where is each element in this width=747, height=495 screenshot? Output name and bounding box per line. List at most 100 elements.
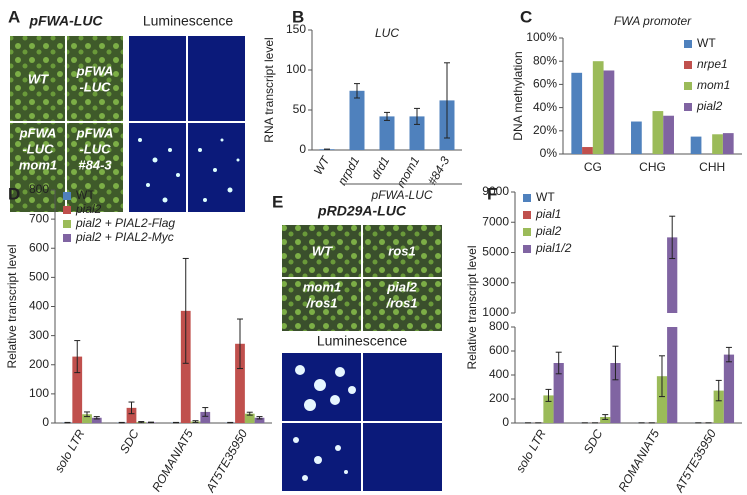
- y-tick-label: 300: [29, 328, 49, 342]
- legend-swatch: [523, 211, 531, 219]
- y-tick-label: 0: [299, 142, 306, 156]
- photo-label: pFWA: [76, 125, 114, 140]
- y-tick-label: 9000: [482, 184, 509, 198]
- legend-swatch: [684, 103, 692, 111]
- legend-swatch: [523, 194, 531, 202]
- bar: [571, 72, 583, 154]
- group-label: pFWA-LUC: [370, 188, 432, 202]
- luminescence-spots: [293, 365, 356, 481]
- bar: [603, 70, 615, 154]
- error-bar: [128, 401, 135, 415]
- legend-label: WT: [536, 190, 555, 204]
- x-tick-label: WT: [311, 153, 333, 178]
- error-bar: [74, 340, 81, 374]
- panel-letter: D: [8, 184, 20, 203]
- legend-swatch: [523, 228, 531, 236]
- panel-letter: B: [292, 7, 304, 26]
- y-axis-label: DNA methylation: [511, 51, 525, 140]
- bar: [600, 417, 611, 423]
- error-bar: [64, 421, 71, 424]
- legend-label: WT: [76, 188, 95, 202]
- legend-label: pial2: [75, 202, 102, 216]
- panel-letter: F: [487, 184, 497, 203]
- bar: [409, 116, 425, 150]
- bar: [592, 61, 604, 155]
- y-tick-label: 400: [489, 367, 509, 381]
- error-bar: [612, 345, 619, 381]
- x-tick-label: CG: [584, 160, 602, 174]
- bar: [663, 115, 674, 154]
- legend-label: nrpe1: [697, 57, 728, 71]
- luminescence-spots: [138, 138, 240, 203]
- error-bar: [227, 421, 234, 424]
- bar: [713, 390, 724, 423]
- x-tick-label: ROMANIAT5: [149, 427, 196, 494]
- bar: [690, 136, 702, 154]
- bar: [667, 327, 678, 423]
- bar: [200, 411, 211, 423]
- photo-label: /ros1: [305, 295, 337, 310]
- photo-label: ros1: [388, 243, 415, 258]
- photo-label: mom1: [303, 279, 341, 294]
- error-bar: [725, 346, 732, 363]
- y-tick-label: 600: [489, 343, 509, 357]
- y-tick-label: 50: [293, 102, 307, 116]
- error-bar: [236, 318, 243, 370]
- legend-label: mom1: [697, 78, 730, 92]
- y-tick-label: 60%: [533, 77, 557, 91]
- bar: [244, 413, 255, 423]
- y-tick-label: 800: [29, 182, 49, 196]
- bar-upper: [667, 237, 678, 313]
- y-tick-label: 0: [502, 415, 509, 429]
- y-tick-label: 80%: [533, 53, 557, 67]
- chart-title: FWA promoter: [614, 14, 692, 28]
- photo-label: -LUC: [22, 141, 54, 156]
- panel-a-photos: [10, 36, 245, 212]
- bar: [379, 116, 395, 150]
- bar: [126, 407, 137, 423]
- error-bar: [118, 421, 125, 424]
- error-bar: [93, 416, 100, 420]
- error-bar: [444, 62, 450, 139]
- photo-label: WT: [28, 71, 49, 86]
- photo-label: -LUC: [79, 79, 111, 94]
- x-tick-label: AT5TE35950: [203, 427, 251, 495]
- y-tick-label: 700: [29, 211, 49, 225]
- photo-label: pial2: [386, 279, 417, 294]
- x-tick-label: drd1: [368, 154, 392, 182]
- photo-subtitle: Luminescence: [317, 333, 407, 349]
- y-tick-label: 5000: [482, 245, 509, 259]
- legend-label: pial1: [535, 207, 561, 221]
- photo-subtitle: Luminescence: [143, 13, 233, 29]
- legend-label: pial2 + PIAL2-Myc: [75, 230, 174, 244]
- panel-e-photos: [282, 225, 442, 491]
- y-tick-label: 500: [29, 270, 49, 284]
- bar: [610, 363, 621, 423]
- bar: [91, 417, 102, 423]
- x-tick-label: solo LTR: [513, 427, 549, 475]
- panel-letter: E: [272, 192, 283, 211]
- error-bar: [246, 411, 253, 416]
- legend-swatch: [684, 61, 692, 69]
- bar: [712, 134, 723, 154]
- legend-label: WT: [697, 36, 716, 50]
- legend-swatch: [63, 220, 71, 228]
- error-bar: [384, 111, 390, 121]
- bar: [652, 111, 664, 154]
- legend-label: pial2: [535, 224, 562, 238]
- photo-label: #84-3: [78, 157, 112, 172]
- y-tick-label: 20%: [533, 123, 557, 137]
- y-tick-label: 100%: [526, 30, 557, 44]
- y-tick-label: 800: [489, 319, 509, 333]
- bar: [723, 354, 735, 423]
- error-bar: [545, 388, 552, 402]
- legend-label: pial2 + PIAL2-Flag: [75, 216, 175, 230]
- legend-swatch: [63, 206, 71, 214]
- legend-swatch: [523, 245, 531, 253]
- panel-letter: A: [8, 7, 20, 26]
- error-bar: [202, 407, 209, 417]
- photo-label: pFWA: [19, 125, 57, 140]
- photo-label: pFWA: [76, 63, 114, 78]
- bar: [722, 133, 734, 154]
